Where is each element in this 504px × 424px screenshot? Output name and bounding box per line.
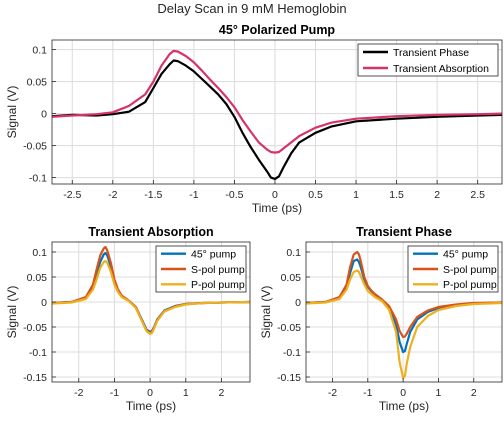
panel-3-legend-label-p-pol-pump: P-pol pump	[443, 279, 497, 291]
panel-1-ytick-label: 0.1	[32, 45, 47, 57]
panel-3-ytick-label: -0.15	[277, 372, 301, 384]
panel-2-ytick-label: -0.05	[23, 322, 47, 334]
panel-1-xtick-label: 2	[434, 189, 440, 201]
panel-1-xtick-label: -2	[108, 189, 117, 201]
panel-3-ytick-label: -0.05	[277, 322, 301, 334]
panel-3-ylabel: Signal (V)	[259, 286, 273, 339]
panel-3-xtick-label: 0	[400, 387, 406, 399]
panel-1-xtick-label: 0	[272, 189, 278, 201]
panel-1-series-transient-absorption	[52, 49, 502, 154]
panel-2-ylabel: Signal (V)	[5, 286, 19, 339]
panel-1-series-transient-phase	[52, 59, 502, 180]
panel-1-axes-frame	[51, 39, 503, 185]
panel-2-xtick-label: -2	[74, 387, 83, 399]
panel-3-axes-frame	[305, 241, 503, 383]
panel-2-xtick-label: 1	[183, 387, 189, 399]
panel-2-series-p-pol-pump	[52, 259, 250, 336]
panel-2-legend-label-p-pol-pump: P-pol pump	[191, 279, 245, 291]
panel-2: -2 -1 0 1 2 -0.15 -0.1 -0.05 0 0.05 0.1 Transient A…	[5, 225, 251, 413]
panel-1-xtick-label: 0.5	[308, 189, 323, 201]
panel-2-title: Transient Absorption	[88, 225, 213, 239]
panel-1-legend-box	[357, 43, 499, 77]
panel-1-xlabel: Time (ps)	[252, 201, 302, 215]
panel-1-xtick-label: -0.5	[225, 189, 243, 201]
panel-1-xtick-label: -1.5	[144, 189, 162, 201]
panel-1-title: 45° Polarized Pump	[219, 23, 336, 37]
panel-1-legend-label-transient-absorption: Transient Absorption	[393, 63, 489, 75]
panel-3-ytick-label: 0.05	[281, 272, 302, 284]
panel-3-ytick-label: 0	[295, 297, 301, 309]
panel-3-xlabel: Time (ps)	[379, 399, 429, 413]
panel-1-legend-label-transient-phase: Transient Phase	[393, 47, 469, 59]
panel-3-xtick-label: -2	[328, 387, 337, 399]
panel-1-legend: Transient Phase Transient Absorption	[357, 43, 499, 77]
panel-3-series-p-pol-pump	[306, 269, 502, 380]
panel-1-ytick-label: 0.05	[27, 77, 48, 89]
panel-2-xlabel: Time (ps)	[126, 399, 176, 413]
panel-2-ytick-label: 0.1	[32, 247, 47, 259]
panel-3-title: Transient Phase	[356, 225, 452, 239]
panel-3-xtick-label: 2	[471, 387, 477, 399]
panel-3: -2 -1 0 1 2 -0.15 -0.1 -0.05 0 0.05 0.1 Transient P…	[259, 225, 503, 413]
panel-3-xtick-label: 1	[436, 387, 442, 399]
panel-2-legend-label-s-pol-pump: S-pol pump	[191, 264, 245, 276]
panel-1-xtick-label: -1	[189, 189, 198, 201]
panel-1-xtick-label: 1	[353, 189, 359, 201]
panel-1-ylabel: Signal (V)	[5, 86, 19, 139]
panel-1-xtick-label: 2.5	[470, 189, 485, 201]
panel-3-legend-label-45-pump: 45° pump	[443, 248, 488, 260]
panel-2-ytick-label: -0.15	[23, 372, 47, 384]
panel-2-ytick-label: 0.05	[27, 272, 48, 284]
panel-3-legend: 45° pump S-pol pump P-pol pump	[407, 245, 499, 293]
figure-suptitle: Delay Scan in 9 mM Hemoglobin	[157, 1, 346, 16]
panel-1-ytick-label: -0.1	[29, 173, 47, 185]
panel-2-ytick-label: 0	[41, 297, 47, 309]
panel-1-ytick-label: -0.05	[23, 141, 47, 153]
panel-1: -2.5 -2 -1.5 -1 -0.5 0 0.5 1 1.5 2 2.5 -0.1 -0.05 0 0.…	[5, 23, 503, 215]
panel-1-xtick-label: 1.5	[389, 189, 404, 201]
panel-3-series-s-pol-pump	[306, 250, 502, 339]
panel-2-xtick-label: 0	[147, 387, 153, 399]
panel-2-legend-label-45-pump: 45° pump	[191, 248, 236, 260]
panel-1-xtick-label: -2.5	[63, 189, 81, 201]
panel-1-ytick-label: 0	[41, 109, 47, 121]
panel-3-ytick-label: 0.1	[286, 247, 301, 259]
panel-2-axes-frame	[51, 241, 251, 383]
panel-2-xtick-label: -1	[110, 387, 119, 399]
panel-3-xtick-label: -1	[363, 387, 372, 399]
panel-2-legend: 45° pump S-pol pump P-pol pump	[155, 245, 247, 293]
panel-2-xtick-label: 2	[219, 387, 225, 399]
panel-3-legend-label-s-pol-pump: S-pol pump	[443, 264, 497, 276]
panel-3-ytick-label: -0.1	[283, 347, 301, 359]
panel-2-ytick-label: -0.1	[29, 347, 47, 359]
